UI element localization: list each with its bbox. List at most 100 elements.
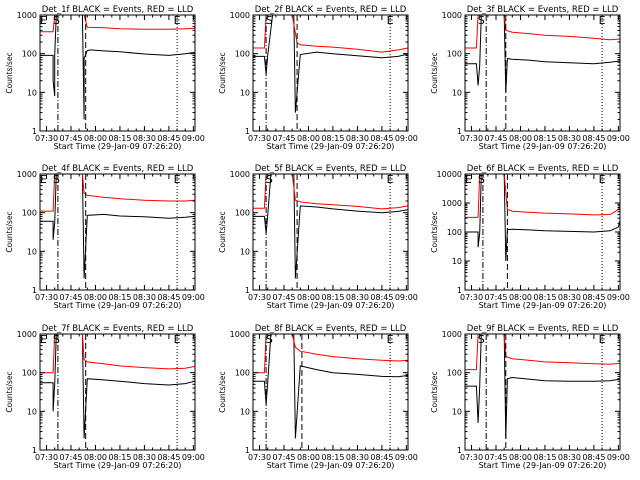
x-tick-label: 09:00 bbox=[182, 293, 205, 302]
y-tick-label: 1000 bbox=[230, 330, 250, 339]
x-tick-label: 08:45 bbox=[370, 134, 393, 143]
x-tick-label: 08:45 bbox=[582, 453, 605, 462]
y-tick-label: 1000 bbox=[230, 170, 250, 179]
events-series-line bbox=[465, 333, 621, 439]
y-tick-label: 1 bbox=[32, 127, 37, 136]
x-tick-label: 08:30 bbox=[133, 293, 156, 302]
y-axis-label: Counts/sec bbox=[218, 52, 227, 93]
x-tick-label: 07:45 bbox=[484, 134, 507, 143]
x-tick-label: 07:45 bbox=[272, 453, 295, 462]
y-axis-label: Counts/sec bbox=[430, 52, 439, 93]
y-axis-label: Counts/sec bbox=[218, 371, 227, 412]
x-tick-label: 07:30 bbox=[35, 293, 58, 302]
x-axis-label: Start Time (29-Jan-09 07:26:20) bbox=[267, 461, 395, 470]
x-tick-label: 08:30 bbox=[133, 134, 156, 143]
events-series-line bbox=[253, 173, 409, 279]
x-tick-label: 09:00 bbox=[182, 134, 205, 143]
y-tick-label: 1 bbox=[32, 446, 37, 455]
marker-label-S: S bbox=[53, 14, 60, 27]
lld-series-line bbox=[40, 14, 196, 33]
x-tick-label: 08:30 bbox=[558, 134, 581, 143]
x-tick-label: 07:45 bbox=[59, 453, 82, 462]
x-tick-label: 08:15 bbox=[533, 293, 556, 302]
y-tick-label: 1000 bbox=[230, 11, 250, 20]
detector-panel-9: 1 10 100 1000 07:30 07:45 08:00 08:15 08:30 08:45… bbox=[430, 324, 630, 470]
axes-box bbox=[39, 333, 196, 451]
axes-box bbox=[252, 333, 409, 451]
lld-series-line bbox=[465, 333, 621, 371]
x-tick-label: 08:45 bbox=[157, 453, 180, 462]
x-tick-label: 07:30 bbox=[248, 293, 271, 302]
y-tick-label: 1 bbox=[457, 286, 462, 295]
x-tick-label: 08:30 bbox=[558, 293, 581, 302]
y-tick-label: 1000 bbox=[442, 199, 462, 208]
x-tick-label: 07:30 bbox=[460, 293, 483, 302]
marker-label-E: E bbox=[174, 14, 181, 27]
events-series-line bbox=[253, 333, 409, 439]
lld-series-line bbox=[465, 14, 621, 49]
x-axis-label: Start Time (29-Jan-09 07:26:20) bbox=[267, 142, 395, 151]
detector-panel-1: 1 10 100 1000 07:30 07:45 08:00 08:15 08:30 08:45… bbox=[5, 5, 205, 151]
x-tick-label: 08:00 bbox=[84, 453, 107, 462]
x-tick-label: 08:15 bbox=[321, 134, 344, 143]
chart-title: Det_7f BLACK = Events, RED = LLD bbox=[42, 324, 194, 334]
x-tick-label: 07:45 bbox=[59, 134, 82, 143]
marker-label-E: E bbox=[40, 333, 47, 346]
x-tick-label: 08:00 bbox=[297, 453, 320, 462]
y-tick-label: 10 bbox=[240, 247, 250, 256]
y-tick-label: 100 bbox=[22, 209, 37, 218]
x-tick-label: 09:00 bbox=[182, 453, 205, 462]
x-tick-label: 08:30 bbox=[346, 134, 369, 143]
y-tick-label: 100 bbox=[22, 50, 37, 59]
lld-series-line bbox=[253, 333, 409, 374]
y-tick-label: 1 bbox=[457, 127, 462, 136]
marker-label-S: S bbox=[478, 14, 485, 27]
y-tick-label: 1 bbox=[245, 127, 250, 136]
events-series-line bbox=[465, 173, 621, 262]
y-axis-label: Counts/sec bbox=[218, 211, 227, 252]
marker-label-S: S bbox=[478, 173, 485, 186]
x-tick-label: 09:00 bbox=[395, 293, 418, 302]
x-tick-label: 08:30 bbox=[558, 453, 581, 462]
y-tick-label: 1 bbox=[245, 446, 250, 455]
marker-label-E: E bbox=[40, 14, 47, 27]
y-tick-label: 100 bbox=[235, 369, 250, 378]
lld-series-line bbox=[253, 14, 409, 53]
y-axis-label: Counts/sec bbox=[5, 52, 14, 93]
axes-box bbox=[464, 333, 621, 451]
x-axis-label: Start Time (29-Jan-09 07:26:20) bbox=[479, 461, 607, 470]
x-axis-label: Start Time (29-Jan-09 07:26:20) bbox=[54, 301, 182, 310]
x-tick-label: 08:15 bbox=[108, 453, 131, 462]
y-axis-label: Counts/sec bbox=[430, 211, 439, 252]
x-tick-label: 09:00 bbox=[395, 453, 418, 462]
marker-label-E: E bbox=[387, 173, 394, 186]
marker-label-E: E bbox=[465, 173, 472, 186]
events-series-line bbox=[40, 14, 196, 120]
axes-box bbox=[39, 173, 196, 291]
x-tick-label: 08:45 bbox=[582, 293, 605, 302]
marker-label-S: S bbox=[266, 14, 273, 27]
x-tick-label: 09:00 bbox=[607, 453, 630, 462]
marker-label-E: E bbox=[387, 333, 394, 346]
y-tick-label: 10 bbox=[240, 407, 250, 416]
x-tick-label: 07:30 bbox=[35, 134, 58, 143]
x-tick-label: 08:30 bbox=[346, 453, 369, 462]
x-tick-label: 08:15 bbox=[108, 293, 131, 302]
marker-label-E: E bbox=[40, 173, 47, 186]
marker-label-E: E bbox=[174, 333, 181, 346]
x-tick-label: 07:45 bbox=[484, 453, 507, 462]
y-tick-label: 1 bbox=[245, 286, 250, 295]
events-series-line bbox=[40, 173, 196, 279]
y-tick-label: 10 bbox=[452, 88, 462, 97]
chart-title: Det_8f BLACK = Events, RED = LLD bbox=[255, 324, 407, 334]
y-tick-label: 100 bbox=[447, 369, 462, 378]
x-tick-label: 07:45 bbox=[59, 293, 82, 302]
detector-panel-3: 1 10 100 1000 07:30 07:45 08:00 08:15 08:30 08:45… bbox=[430, 5, 630, 151]
chart-title: Det_1f BLACK = Events, RED = LLD bbox=[42, 5, 194, 15]
detector-panel-5: 1 10 100 1000 07:30 07:45 08:00 08:15 08:30 08:45… bbox=[218, 164, 418, 310]
events-series-line bbox=[465, 14, 621, 93]
y-tick-label: 100 bbox=[447, 228, 462, 237]
x-tick-label: 08:45 bbox=[370, 453, 393, 462]
marker-label-E: E bbox=[599, 14, 606, 27]
x-tick-label: 08:30 bbox=[133, 453, 156, 462]
